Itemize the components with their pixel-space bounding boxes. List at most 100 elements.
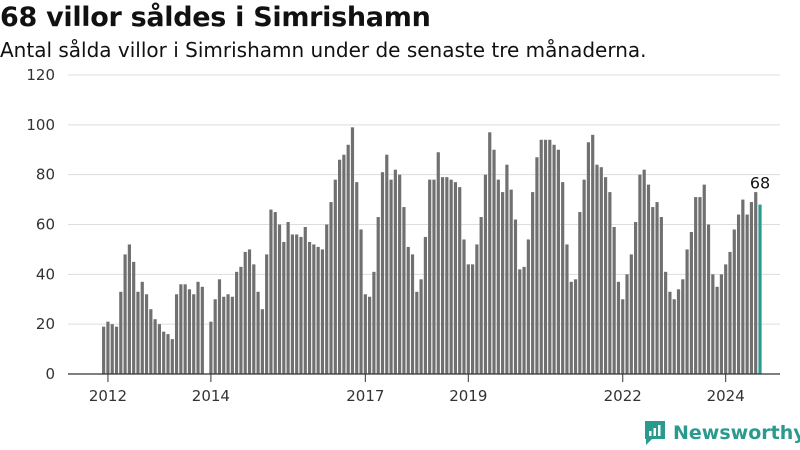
bar <box>754 192 758 374</box>
bar <box>149 309 153 374</box>
y-tick-label: 0 <box>45 365 55 383</box>
bar <box>389 179 393 374</box>
bar <box>561 182 565 374</box>
bar <box>531 192 535 374</box>
bar <box>505 164 509 374</box>
bar <box>312 244 316 374</box>
bar <box>252 264 256 374</box>
bar <box>200 286 204 374</box>
bar <box>556 149 560 374</box>
bar <box>102 326 106 374</box>
bar <box>732 229 736 374</box>
bar <box>698 197 702 374</box>
x-tick-label: 2024 <box>707 387 745 405</box>
y-tick-label: 120 <box>26 66 55 84</box>
bar <box>183 284 187 374</box>
bar <box>402 207 406 374</box>
bar <box>445 177 449 374</box>
bar <box>646 184 651 374</box>
bar <box>363 294 367 374</box>
bar <box>522 266 526 374</box>
y-tick-label: 80 <box>36 166 55 184</box>
bar <box>346 144 350 374</box>
bar <box>582 179 586 374</box>
bar <box>428 179 432 374</box>
bar <box>282 241 286 374</box>
bar <box>136 291 140 374</box>
bar <box>496 179 500 374</box>
bar <box>470 264 475 374</box>
bar <box>295 234 299 374</box>
bar <box>466 264 470 374</box>
bar <box>449 179 453 374</box>
bar <box>226 294 230 374</box>
bar <box>479 217 483 374</box>
bar <box>711 274 715 374</box>
bar <box>591 134 595 374</box>
bar <box>509 189 513 374</box>
bar <box>114 326 119 374</box>
x-tick-label: 2022 <box>604 387 642 405</box>
bar <box>586 142 591 374</box>
bar <box>110 324 114 374</box>
bar <box>132 261 136 374</box>
bar <box>187 289 192 374</box>
bar <box>350 127 355 374</box>
bar <box>410 254 415 374</box>
bar <box>170 339 174 374</box>
bar <box>513 219 518 374</box>
bar <box>316 246 320 374</box>
bar <box>728 251 732 374</box>
bar <box>338 159 342 374</box>
bar <box>355 182 359 374</box>
bar <box>256 291 260 374</box>
bar <box>385 154 389 374</box>
bar <box>612 226 616 374</box>
bar <box>625 274 629 374</box>
bar <box>174 294 179 374</box>
bar <box>741 199 745 374</box>
bar <box>676 289 681 374</box>
bar <box>303 226 307 374</box>
bar <box>578 212 582 374</box>
bar <box>638 174 642 374</box>
bar <box>247 249 252 374</box>
bar <box>749 202 754 374</box>
bar <box>423 236 427 374</box>
bar <box>140 281 144 374</box>
bar <box>127 244 131 374</box>
bar <box>406 246 410 374</box>
bar <box>299 236 303 374</box>
bar <box>668 291 672 374</box>
bar <box>719 274 723 374</box>
chart-title: 68 villor såldes i Simrishamn <box>0 2 431 33</box>
bar <box>642 169 646 374</box>
bar <box>518 269 522 374</box>
bar <box>325 224 329 374</box>
bar <box>380 172 385 374</box>
y-tick-label: 20 <box>36 315 55 333</box>
bar <box>329 202 333 374</box>
bar <box>222 296 226 374</box>
bar <box>436 152 440 374</box>
latest-value-label: 68 <box>750 174 770 193</box>
bar <box>745 214 749 374</box>
bar <box>629 254 633 374</box>
bar <box>376 217 380 374</box>
bar <box>702 184 706 374</box>
bar <box>685 249 689 374</box>
bar <box>488 132 492 374</box>
bar <box>269 209 273 374</box>
bar <box>681 279 685 374</box>
axes <box>68 373 780 382</box>
bar <box>286 222 290 374</box>
bar <box>526 239 530 374</box>
bar <box>179 284 183 374</box>
bar <box>659 217 663 374</box>
x-tick-label: 2014 <box>192 387 230 405</box>
bar <box>162 331 166 374</box>
bar <box>664 271 668 374</box>
bar <box>694 197 698 374</box>
bar <box>123 254 127 374</box>
brand-logo: Newsworthy <box>643 419 800 447</box>
